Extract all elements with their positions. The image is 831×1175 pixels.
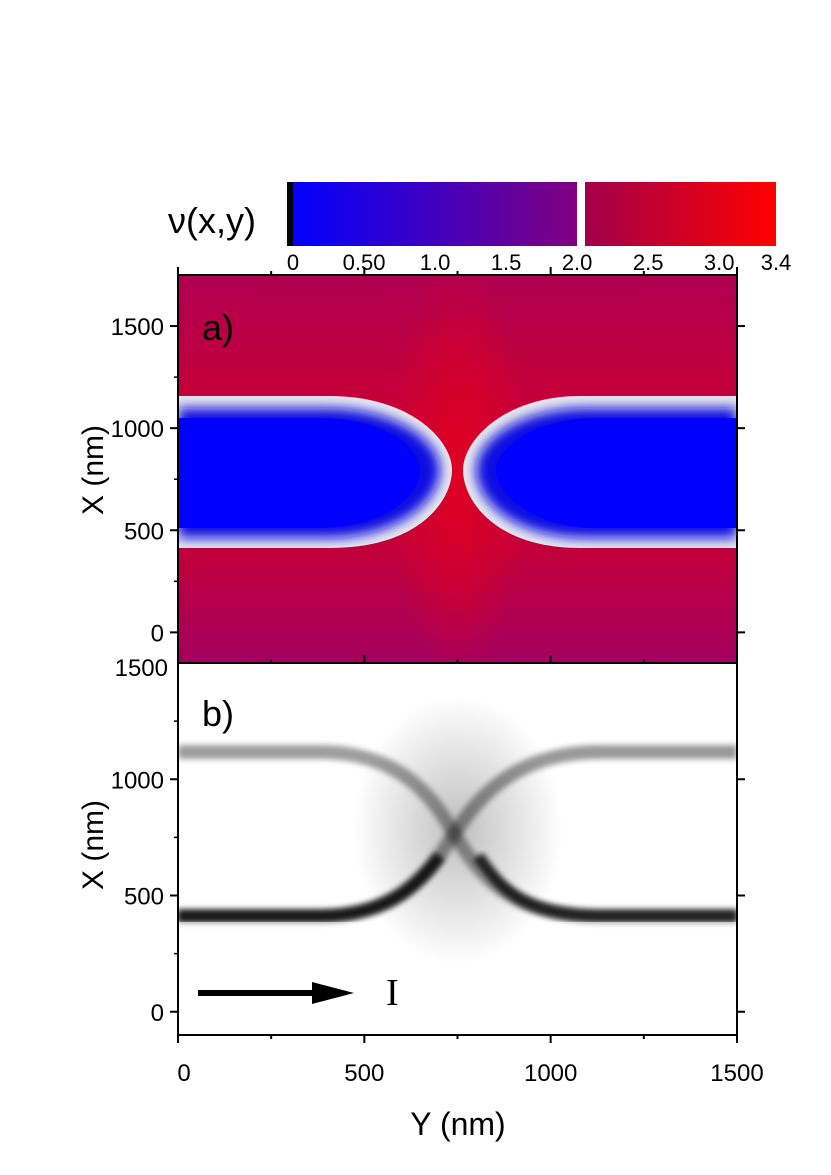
x-tick-label: 1500	[710, 1060, 763, 1087]
y-tick-label: 1000	[111, 416, 164, 443]
path-upper-strong	[473, 852, 737, 922]
region-left-core	[178, 418, 420, 528]
panel-b-ylabel: X (nm)	[77, 800, 110, 890]
colorbar-tick-label: 0	[287, 250, 299, 275]
x-tick-label: 1000	[524, 1060, 577, 1087]
x-axis-label: Y (nm)	[410, 1106, 505, 1142]
path-lower-strong	[178, 852, 445, 922]
colorbar-tick-label: 2.5	[633, 250, 664, 275]
panel-a-label: a)	[202, 307, 234, 348]
x-tick-label: 500	[344, 1060, 384, 1087]
panel-a-center-glow	[388, 275, 528, 663]
colorbar-tick-label: 1.5	[491, 250, 522, 275]
panel-b	[178, 663, 737, 1035]
panel-a-ticks: 0 500 1000 1500	[111, 267, 745, 647]
colorbar-tick-label: 1.0	[420, 250, 451, 275]
y-tick-label: 500	[124, 518, 164, 545]
y-tick-label: 0	[151, 620, 164, 647]
colorbar-boundary-marker	[577, 182, 585, 246]
panel-a-ylabel: X (nm)	[77, 425, 110, 515]
panel-b-ticks: 0 500 1000 0 500 1000 1500	[111, 655, 764, 1087]
current-label: I	[386, 972, 399, 1014]
colorbar-tick-label: 2.0	[562, 250, 593, 275]
y-tick-label: 1500	[111, 314, 164, 341]
colorbar-ticks: 0 0.50 1.0 1.5 2.0 2.5 3.0 3.4	[287, 250, 791, 275]
colorbar-tick-label: 3.0	[704, 250, 735, 275]
colorbar-tick-label: 3.4	[761, 250, 792, 275]
current-arrow-head	[312, 982, 354, 1004]
colorbar-label: ν(x,y)	[168, 200, 256, 241]
region-right-core	[496, 418, 737, 528]
panel-b-extra-tick: 1500	[115, 655, 168, 682]
colorbar-gradient	[290, 182, 776, 246]
colorbar-zero-marker	[287, 182, 293, 246]
colorbar: ν(x,y) 0 0.50 1.0 1.5 2.0 2.5 3.0 3.4	[168, 182, 791, 275]
y-tick-label: 500	[124, 884, 164, 911]
x-tick-label: 0	[177, 1060, 190, 1087]
y-tick-label: 1000	[111, 767, 164, 794]
panel-b-label: b)	[202, 693, 234, 734]
current-arrow: I	[198, 972, 399, 1014]
panel-a	[178, 275, 737, 663]
y-tick-label: 0	[151, 1000, 164, 1027]
